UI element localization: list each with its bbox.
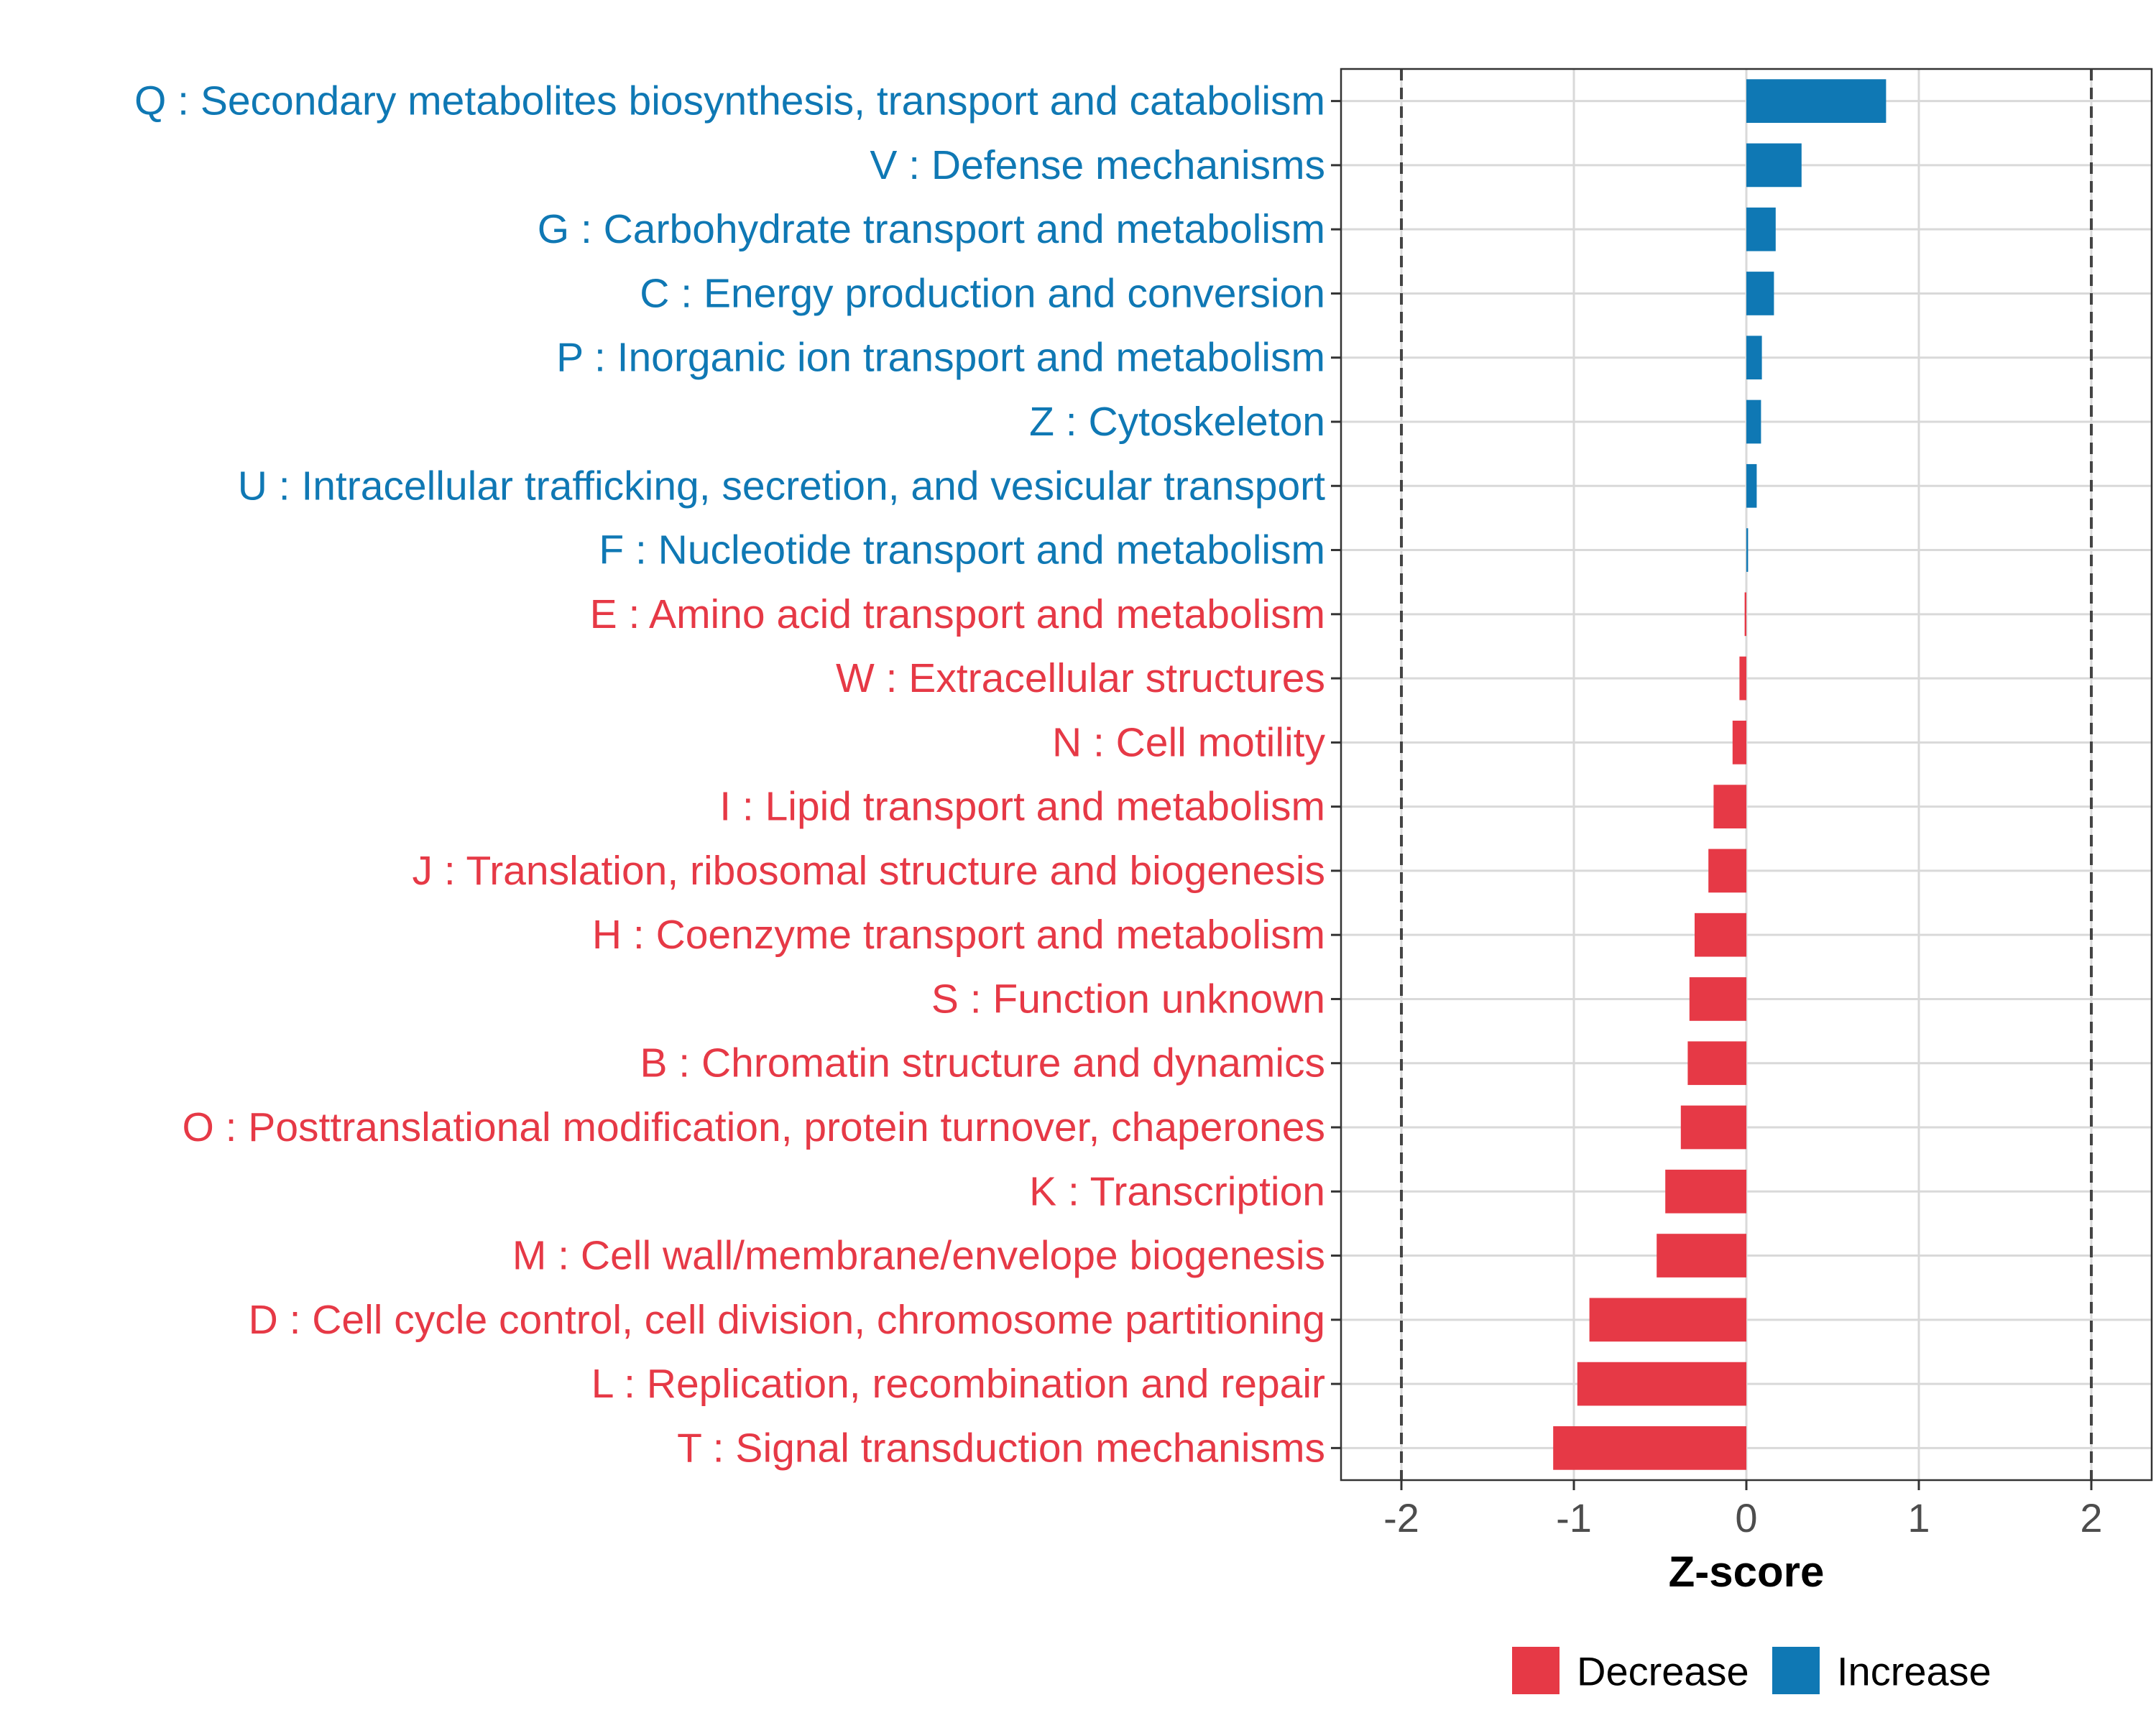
category-label: C : Energy production and conversion (640, 270, 1325, 316)
category-label: V : Defense mechanisms (870, 142, 1325, 188)
category-label: N : Cell motility (1052, 719, 1326, 765)
category-label: W : Extracellular structures (836, 655, 1325, 701)
bar-decrease (1657, 1234, 1746, 1277)
bar-decrease (1589, 1298, 1746, 1342)
category-label: I : Lipid transport and metabolism (719, 784, 1325, 830)
bar-layer (1553, 79, 1886, 1470)
bar-increase (1746, 79, 1886, 123)
bar-decrease (1689, 977, 1746, 1021)
category-label: O : Posttranslational modification, prot… (182, 1104, 1325, 1150)
bar-decrease (1687, 1041, 1746, 1086)
legend-swatch-increase (1772, 1647, 1820, 1694)
category-label: F : Nucleotide transport and metabolism (599, 527, 1325, 573)
bar-decrease (1695, 912, 1746, 957)
category-label: G : Carbohydrate transport and metabolis… (538, 206, 1325, 252)
bar-decrease (1553, 1426, 1746, 1470)
x-tick-label: -1 (1556, 1495, 1592, 1540)
bar-increase (1746, 272, 1774, 315)
category-label: D : Cell cycle control, cell division, c… (249, 1297, 1325, 1343)
category-label: J : Translation, ribosomal structure and… (413, 848, 1325, 894)
category-label: H : Coenzyme transport and metabolism (592, 912, 1325, 958)
reference-line-layer (1400, 69, 2093, 1480)
bar-increase (1746, 207, 1776, 251)
legend-label-decrease: Decrease (1577, 1649, 1749, 1694)
bar-decrease (1744, 592, 1746, 637)
bar-decrease (1680, 1105, 1746, 1150)
bar-increase (1746, 336, 1762, 380)
category-label: M : Cell wall/membrane/envelope biogenes… (512, 1233, 1325, 1279)
x-tick-label: 1 (1907, 1495, 1930, 1540)
bar-decrease (1665, 1169, 1746, 1214)
x-tick-label: 2 (2080, 1495, 2102, 1540)
bar-decrease (1732, 721, 1746, 764)
bar-decrease (1713, 785, 1746, 828)
bar-increase (1746, 399, 1761, 444)
bar-increase (1746, 528, 1749, 572)
x-tick-label: 0 (1735, 1495, 1757, 1540)
category-label: Q : Secondary metabolites biosynthesis, … (134, 78, 1325, 124)
category-label: K : Transcription (1029, 1168, 1325, 1214)
bar-increase (1746, 463, 1757, 508)
x-axis-title: Z-score (1669, 1548, 1825, 1596)
category-label: U : Intracellular trafficking, secretion… (238, 463, 1325, 509)
x-tick-label: -2 (1383, 1495, 1419, 1540)
category-label: S : Function unknown (931, 976, 1325, 1022)
category-label: E : Amino acid transport and metabolism (590, 591, 1325, 637)
legend-swatch-decrease (1512, 1647, 1560, 1694)
category-label: Z : Cytoskeleton (1029, 399, 1325, 445)
bar-decrease (1708, 849, 1746, 893)
bar-increase (1746, 143, 1802, 188)
bar-decrease (1739, 656, 1746, 701)
category-label: L : Replication, recombination and repai… (591, 1361, 1325, 1407)
category-label: P : Inorganic ion transport and metaboli… (556, 335, 1325, 381)
category-label: T : Signal transduction mechanisms (677, 1425, 1325, 1471)
category-label: B : Chromatin structure and dynamics (640, 1040, 1325, 1086)
bar-decrease (1577, 1362, 1746, 1406)
axis-layer: Q : Secondary metabolites biosynthesis, … (134, 78, 2103, 1540)
legend: Decrease Increase (1512, 1647, 1991, 1694)
legend-label-increase: Increase (1837, 1649, 1991, 1694)
